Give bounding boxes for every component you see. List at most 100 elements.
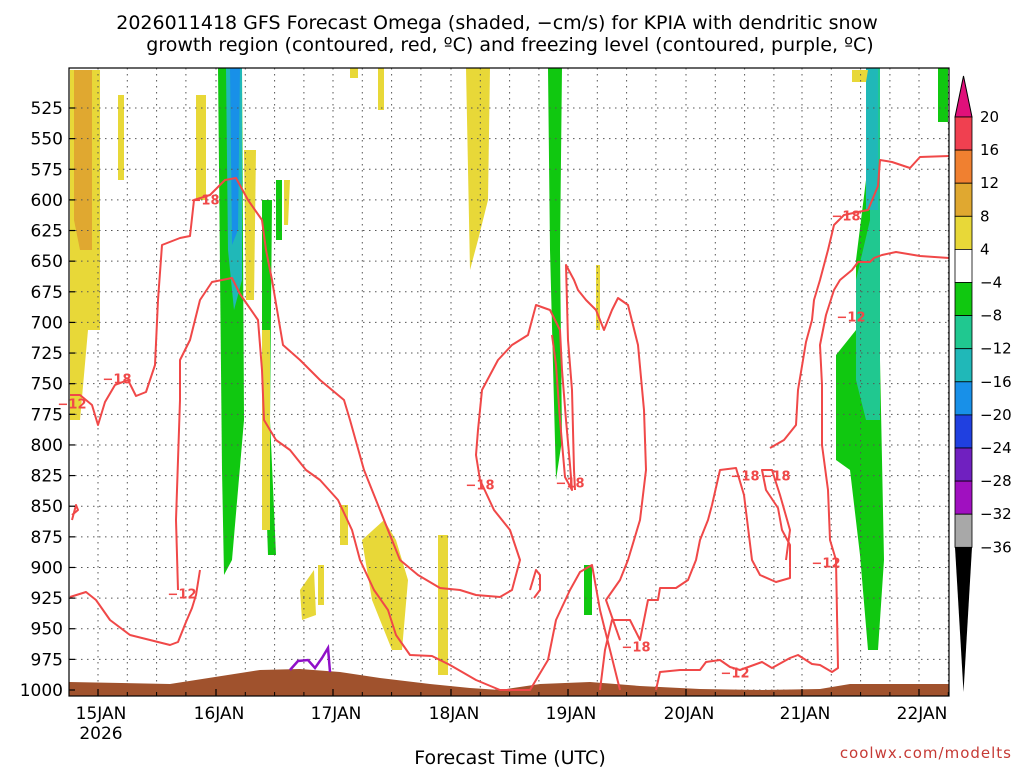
- x-year-label: 2026: [79, 724, 122, 744]
- omega-region-11: [276, 180, 282, 240]
- colorbar-label-9: −16: [980, 373, 1012, 391]
- dgz-contour-6: [565, 264, 647, 641]
- dgz-contour-9: [71, 504, 79, 521]
- colorbar-label-6: −4: [980, 274, 1002, 292]
- credit-text: coolwx.com/modelts: [840, 744, 1012, 762]
- dgz-contour-label-7: −18: [622, 641, 651, 656]
- dgz-contour-label-11: −12: [812, 557, 841, 572]
- freezing-level-contour: [289, 644, 332, 673]
- colorbar-label-3: 12: [980, 174, 999, 192]
- colorbar-swatch-1: [954, 116, 973, 151]
- omega-region-10: [262, 330, 270, 530]
- x-tick-label-6: 21JAN: [780, 704, 831, 724]
- dgz-contour-label-6: −18: [556, 477, 585, 492]
- x-axis-time: 15JAN 16JAN 17JAN 18JAN 19JAN 20JAN 21JAN 22JAN: [76, 689, 949, 724]
- omega-region-15: [300, 570, 316, 620]
- dgz-contour-label-10: −18: [832, 210, 861, 225]
- colorbar-label-10: −20: [980, 406, 1012, 424]
- chart-title-line-1: 2026011418 GFS Forecast Omega (shaded, −…: [116, 12, 878, 34]
- omega-shading: [70, 68, 948, 675]
- colorbar-swatch-10: [954, 414, 973, 449]
- y-tick-label-950: 950: [31, 620, 63, 640]
- colorbar-label-8: −12: [980, 340, 1012, 358]
- omega-region-4: [196, 95, 206, 200]
- colorbar-label-5: 4: [980, 240, 990, 258]
- omega-region-3: [118, 95, 124, 180]
- y-tick-label-550: 550: [31, 130, 63, 150]
- y-tick-label-825: 825: [31, 467, 63, 487]
- dgz-contour-label-13: −12: [58, 398, 87, 413]
- omega-region-13: [350, 68, 358, 78]
- colorbar-swatch-7: [954, 315, 973, 350]
- dgz-contour-label-5: −18: [466, 479, 495, 494]
- plot-area: −18−18−12−12−18 −18−18−18 −18−18−12−12−12: [58, 67, 950, 697]
- x-tick-label-7: 22JAN: [897, 704, 948, 724]
- y-tick-label-650: 650: [31, 252, 63, 272]
- colorbar-swatch-2: [954, 149, 973, 184]
- omega-region-7: [230, 68, 240, 245]
- omega-region-21: [548, 68, 562, 480]
- y-tick-label-775: 775: [31, 405, 63, 425]
- chart-title-line-2: growth region (contoured, red, ºC) and f…: [146, 34, 873, 56]
- dgz-contour-label-9: −18: [762, 470, 791, 485]
- omega-region-14: [378, 68, 384, 110]
- omega-region-22: [584, 565, 592, 615]
- omega-region-16: [318, 565, 324, 605]
- dgz-contour-label-12: −12: [721, 667, 750, 682]
- dgz-contour-3: [69, 569, 201, 646]
- colorbar-label-4: 8: [980, 207, 990, 225]
- x-tick-label-1: 16JAN: [194, 704, 245, 724]
- colorbar-label-7: −8: [980, 307, 1002, 325]
- dgz-contour-7: [655, 251, 950, 691]
- colorbar-swatch-6: [954, 282, 973, 316]
- y-tick-label-750: 750: [31, 375, 63, 395]
- dgz-contour-label-4: −12: [837, 311, 866, 326]
- dgz-contour-1: [70, 177, 573, 598]
- colorbar-label-13: −32: [980, 505, 1012, 523]
- colorbar-swatch-9: [954, 381, 973, 416]
- dgz-contour-8: [769, 155, 950, 449]
- colorbar-label-14: −36: [980, 538, 1012, 556]
- dgz-contour-label-1: −18: [191, 194, 220, 209]
- omega-region-28: [938, 68, 948, 122]
- colorbar-swatch-4: [954, 215, 973, 250]
- dgz-contour-5: [599, 467, 791, 691]
- colorbar: 20 16 12 8 4 −4 −8 −12 −16 −20 −24 −28 −32 −36: [954, 75, 1012, 692]
- x-tick-label-0: 15JAN: [76, 704, 127, 724]
- y-tick-label-700: 700: [31, 313, 63, 333]
- y-tick-label-975: 975: [31, 650, 63, 670]
- x-tick-label-4: 19JAN: [546, 704, 597, 724]
- y-tick-label-575: 575: [31, 160, 63, 180]
- colorbar-swatch-3: [954, 182, 973, 217]
- dgz-contour-4: [529, 569, 541, 599]
- y-tick-label-925: 925: [31, 589, 63, 609]
- grid-lines: [69, 68, 949, 696]
- y-tick-label-625: 625: [31, 222, 63, 242]
- colorbar-swatch-8: [954, 348, 973, 383]
- y-tick-label-1000: 1000: [20, 681, 63, 701]
- dgz-contour-label-2: −18: [103, 373, 132, 388]
- y-tick-label-525: 525: [31, 99, 63, 119]
- colorbar-swatch-5: [954, 248, 973, 283]
- dgz-contour-label-3: −12: [168, 588, 197, 603]
- colorbar-label-11: −24: [980, 439, 1012, 457]
- x-tick-label-5: 20JAN: [664, 704, 715, 724]
- y-tick-label-850: 850: [31, 497, 63, 517]
- y-tick-label-600: 600: [31, 191, 63, 211]
- omega-region-8: [244, 150, 256, 300]
- terrain-below-ground: [69, 669, 949, 696]
- y-tick-label-800: 800: [31, 436, 63, 456]
- omega-region-19: [438, 535, 448, 675]
- y-tick-label-875: 875: [31, 528, 63, 548]
- x-tick-label-3: 18JAN: [429, 704, 480, 724]
- dgz-contour-label-8: −18: [731, 470, 760, 485]
- y-tick-label-725: 725: [31, 344, 63, 364]
- colorbar-top-arrow: [954, 75, 973, 118]
- colorbar-swatch-11: [954, 447, 973, 482]
- omega-region-27: [852, 70, 868, 82]
- y-tick-label-675: 675: [31, 283, 63, 303]
- freezing-level-line: [289, 644, 332, 673]
- colorbar-label-12: −28: [980, 472, 1012, 490]
- colorbar-swatch-12: [954, 480, 973, 515]
